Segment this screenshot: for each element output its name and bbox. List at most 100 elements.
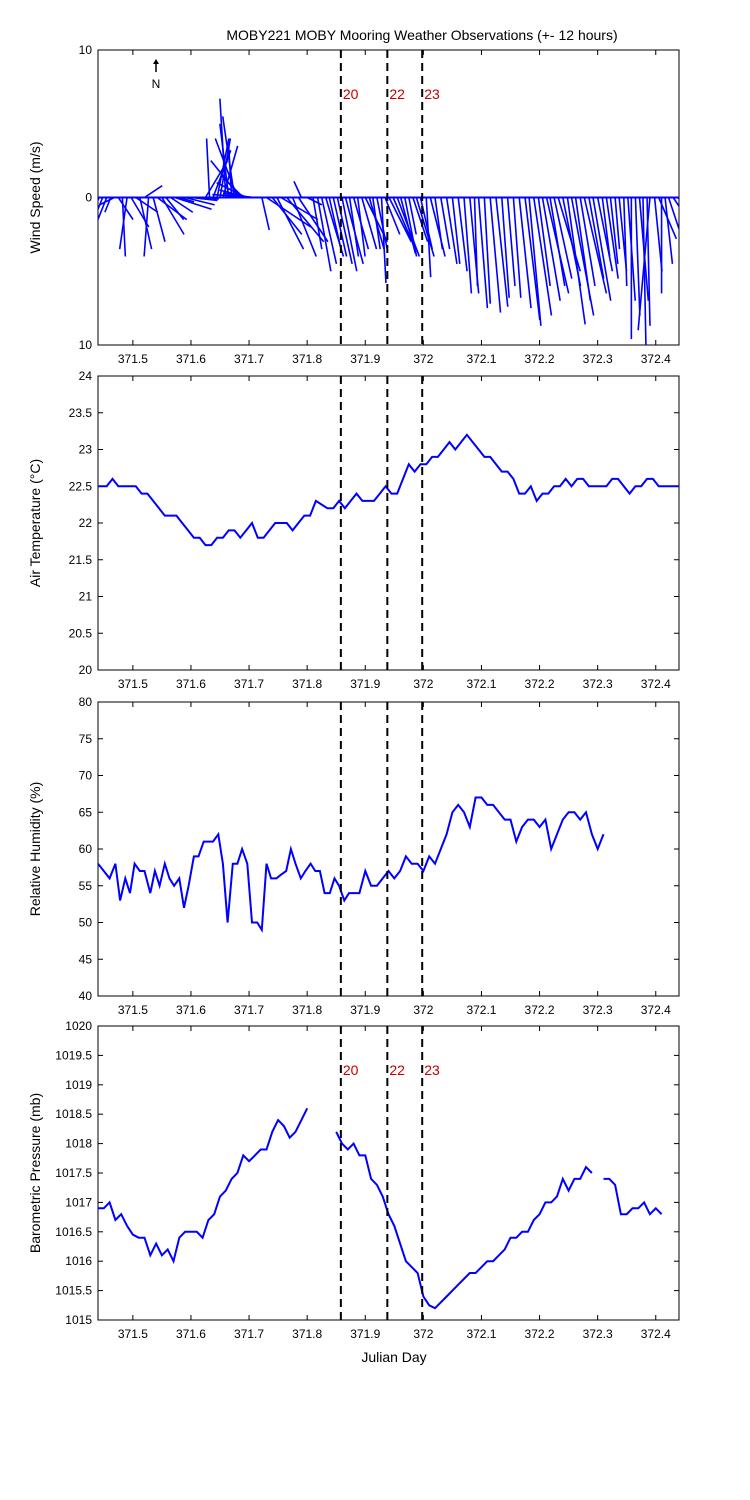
- wind-vector: [489, 197, 502, 313]
- wind-vector: [336, 197, 353, 265]
- pressure-series-line: [603, 1177, 663, 1216]
- wind-vector: [174, 196, 212, 211]
- wind-vector: [541, 197, 561, 301]
- pressure-series-line: [335, 1131, 593, 1310]
- y-tick-label: 80: [79, 695, 93, 709]
- wind-vector: [637, 197, 651, 331]
- chart-title: MOBY221 MOBY Mooring Weather Observation…: [226, 27, 617, 43]
- wind-vector: [156, 196, 188, 221]
- wind-vector: [341, 197, 358, 272]
- panel-humidity: 371.5 371.6 371.7 371.8 371.9 372 372.1 372.2 37…: [27, 695, 680, 1017]
- plot-area: [98, 98, 679, 345]
- panel-wind: 371.5 371.6 371.7 371.8 371.9 372 372.1 372.2 37…: [27, 43, 680, 366]
- plot-area: [98, 433, 679, 547]
- wind-vector: [524, 197, 541, 321]
- y-tick-label: 24: [79, 369, 93, 383]
- pressure-series-line: [98, 1107, 309, 1265]
- wind-vector: [293, 180, 303, 198]
- x-tick-label: 372.1: [466, 352, 496, 366]
- wind-vector: [500, 197, 510, 298]
- y-tick-label: 20.5: [69, 626, 93, 640]
- wind-vector: [596, 197, 614, 272]
- y-tick-label: 1020: [65, 1019, 92, 1033]
- event-label-22: 22: [389, 1062, 405, 1078]
- y-axis-label: Air Temperature (°C): [27, 459, 43, 587]
- wind-vector: [592, 197, 612, 301]
- y-tick-label: 60: [79, 842, 93, 856]
- wind-vector: [445, 197, 458, 264]
- wind-vector: [528, 197, 542, 326]
- x-tick-label: 372.2: [525, 1003, 555, 1017]
- y-tick-label: 1018: [65, 1137, 92, 1151]
- wind-vector: [356, 197, 366, 257]
- wind-vector: [152, 197, 166, 242]
- event-label-22: 22: [389, 86, 405, 102]
- x-tick-label: 371.7: [234, 677, 264, 691]
- y-tick-label: 10: [79, 43, 93, 57]
- north-label: N: [152, 77, 161, 91]
- wind-vector: [139, 197, 153, 250]
- x-tick-label: 372.2: [525, 677, 555, 691]
- wind-vector: [266, 196, 312, 228]
- wind-vector: [205, 138, 211, 198]
- wind-vector: [190, 196, 218, 202]
- plot-area: [98, 1107, 663, 1310]
- x-tick-label: 372: [413, 352, 433, 366]
- y-tick-label: 1019.5: [55, 1048, 92, 1062]
- wind-vector: [574, 197, 592, 301]
- x-tick-label: 371.9: [350, 677, 380, 691]
- wind-vector: [412, 197, 429, 243]
- wind-vector: [212, 193, 257, 199]
- y-tick-label: 1017.5: [55, 1166, 92, 1180]
- x-tick-label: 371.6: [176, 677, 206, 691]
- x-tick-label: 372.4: [641, 1327, 671, 1341]
- x-tick-label: 372.3: [583, 1003, 613, 1017]
- x-tick-label: 372: [413, 677, 433, 691]
- humidity-series-line: [98, 796, 605, 934]
- y-tick-label: 55: [79, 879, 93, 893]
- wind-vector: [99, 196, 115, 206]
- wind-vector: [384, 197, 401, 235]
- wind-vector: [165, 197, 185, 221]
- wind-vector: [291, 197, 317, 257]
- y-tick-label: 1018.5: [55, 1107, 92, 1121]
- wind-vector: [184, 196, 215, 206]
- wind-vector: [518, 197, 532, 309]
- y-tick-label: 23.5: [69, 406, 93, 420]
- event-label-20: 20: [343, 1062, 359, 1078]
- y-tick-label: 45: [79, 952, 93, 966]
- y-tick-label: 65: [79, 805, 93, 819]
- y-tick-label: 1017: [65, 1195, 92, 1209]
- wind-vector: [566, 197, 586, 325]
- wind-vector: [261, 197, 270, 231]
- wind-vector: [677, 197, 679, 201]
- wind-vector: [667, 197, 679, 232]
- wind-vector: [280, 196, 319, 221]
- y-axis-label: Wind Speed (m/s): [27, 141, 43, 253]
- wind-vector: [118, 197, 128, 250]
- y-tick-label: 20: [79, 663, 93, 677]
- wind-vector: [605, 197, 619, 279]
- event-label-20: 20: [343, 86, 359, 102]
- y-tick-label: 21.5: [69, 553, 93, 567]
- wind-vector: [286, 196, 325, 243]
- wind-vector: [642, 197, 647, 345]
- x-tick-label: 372: [413, 1327, 433, 1341]
- wind-vector: [143, 197, 150, 257]
- y-tick-label: 70: [79, 769, 93, 783]
- panel-air-temp: 371.5 371.6 371.7 371.8 371.9 372 372.1 372.2 37…: [27, 369, 680, 691]
- wind-vector: [328, 197, 342, 250]
- wind-vector: [361, 197, 378, 250]
- wind-vector: [376, 197, 388, 250]
- x-tick-label: 372.3: [583, 1327, 613, 1341]
- wind-vector: [348, 197, 360, 257]
- y-tick-label: 22.5: [69, 479, 93, 493]
- x-tick-label: 371.8: [292, 1003, 322, 1017]
- y-tick-label: 1015: [65, 1313, 92, 1327]
- wind-vector: [601, 197, 611, 257]
- x-tick-label: 371.6: [176, 352, 206, 366]
- wind-vector: [320, 197, 338, 265]
- x-tick-label: 371.6: [176, 1003, 206, 1017]
- panel-pressure: 371.5 371.6 371.7 371.8 371.9 372 372.1 372.2 37…: [27, 1019, 680, 1341]
